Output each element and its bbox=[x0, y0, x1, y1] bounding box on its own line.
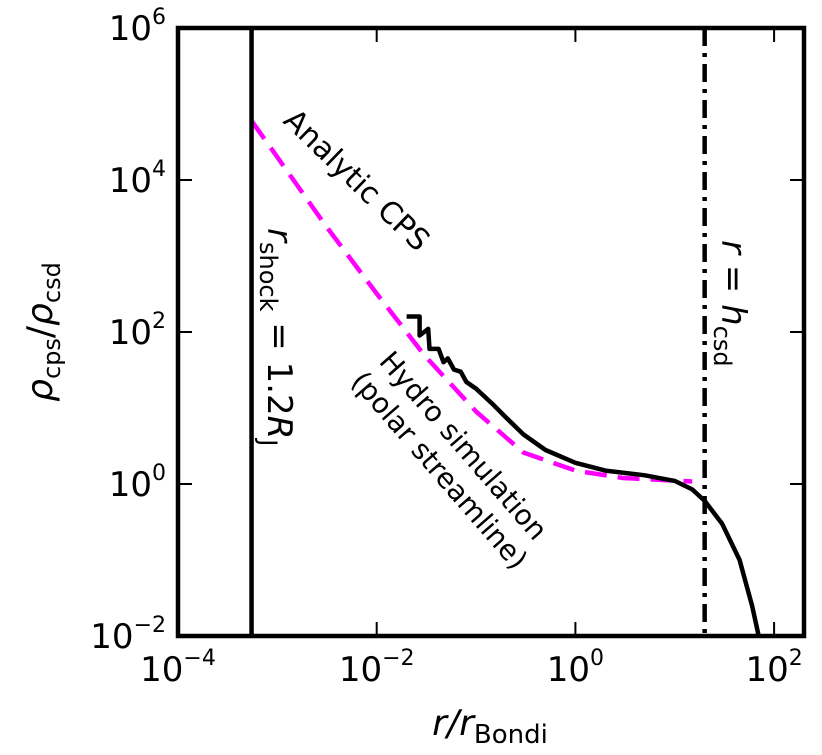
x-tick-label-2: 100 bbox=[547, 646, 604, 690]
x-tick-label-1: 10−2 bbox=[339, 646, 415, 690]
r-equals-h-label: r = hcsd bbox=[708, 240, 753, 367]
x-tick-label-3: 102 bbox=[745, 646, 802, 690]
y-tick-label-0: 10−2 bbox=[90, 613, 166, 657]
rshock-label: rshock = 1.2RJ bbox=[254, 228, 299, 446]
x-axis-label: r/rBondi bbox=[432, 703, 548, 750]
x-tick-label-0: 10−4 bbox=[140, 646, 216, 690]
y-tick-label-3: 104 bbox=[109, 157, 166, 201]
y-tick-label-1: 100 bbox=[109, 461, 166, 505]
analytic-cps-label: Analytic CPS bbox=[276, 103, 436, 259]
series-line-0 bbox=[249, 119, 693, 484]
y-axis-label: ρcps/ρcsd bbox=[20, 262, 66, 402]
y-tick-label-2: 102 bbox=[109, 309, 166, 353]
y-tick-label-4: 106 bbox=[109, 5, 166, 49]
